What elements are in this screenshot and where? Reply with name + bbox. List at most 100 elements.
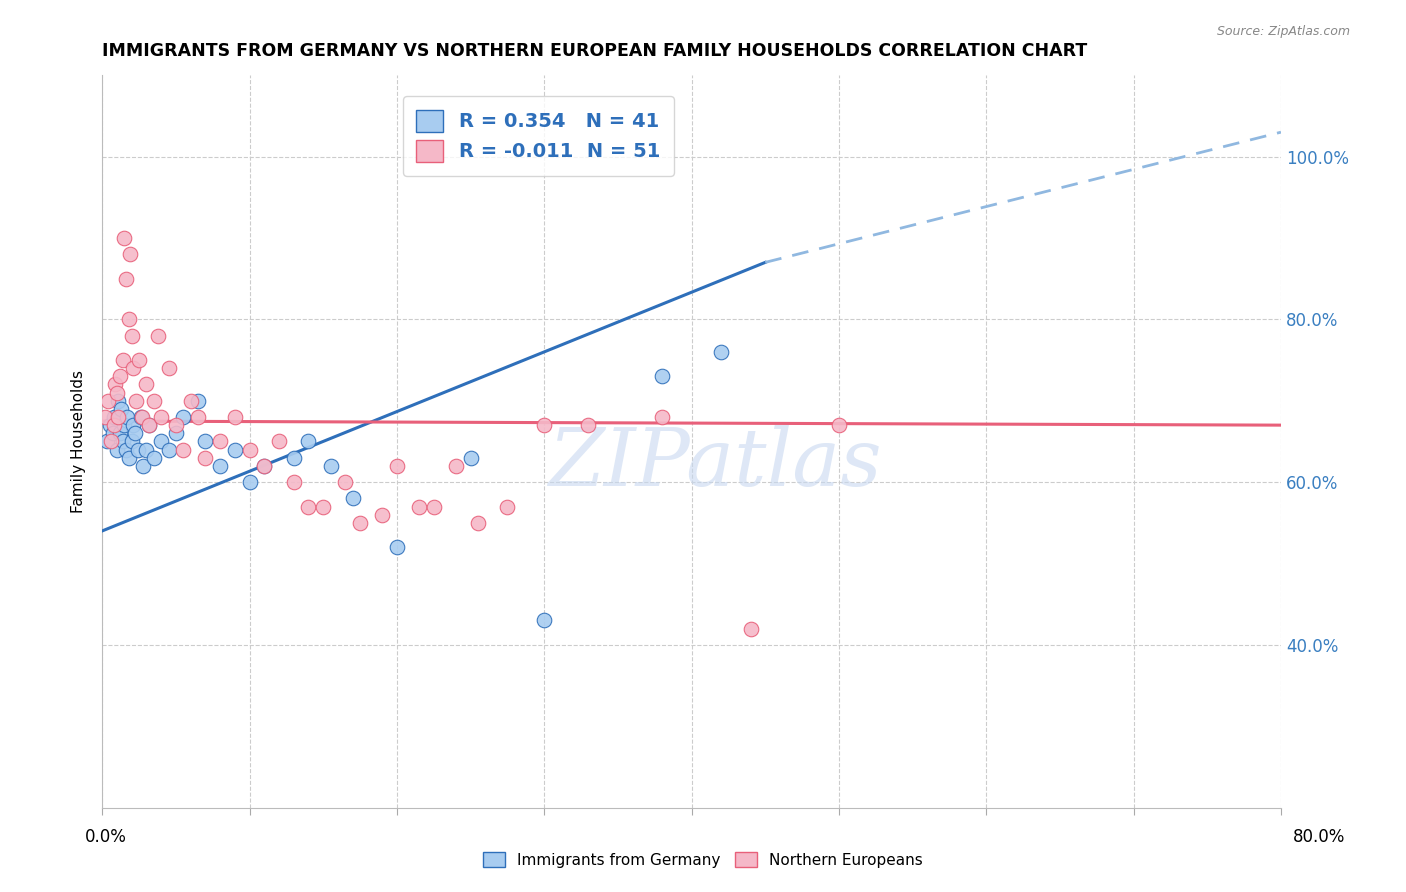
Point <box>312 500 335 514</box>
Point <box>117 409 139 424</box>
Point <box>120 247 142 261</box>
Text: Source: ZipAtlas.com: Source: ZipAtlas.com <box>1216 25 1350 38</box>
Point <box>96 434 118 449</box>
Point <box>142 393 165 408</box>
Point <box>297 500 319 514</box>
Point <box>98 418 121 433</box>
Point <box>112 231 135 245</box>
Point <box>148 328 170 343</box>
Point <box>194 450 217 465</box>
Point <box>267 434 290 449</box>
Point <box>118 312 141 326</box>
Text: 80.0%: 80.0% <box>1292 828 1346 846</box>
Point <box>111 353 134 368</box>
Point <box>828 418 851 433</box>
Text: ZIPatlas: ZIPatlas <box>548 425 882 502</box>
Point <box>121 434 143 449</box>
Point <box>319 458 342 473</box>
Point <box>172 409 194 424</box>
Point <box>122 418 145 433</box>
Point <box>118 450 141 465</box>
Point <box>710 344 733 359</box>
Point <box>108 369 131 384</box>
Point <box>122 361 145 376</box>
Point <box>297 434 319 449</box>
Y-axis label: Family Households: Family Households <box>72 370 86 513</box>
Point <box>127 442 149 457</box>
Point <box>335 475 357 489</box>
Point <box>408 500 430 514</box>
Point <box>253 458 276 473</box>
Point <box>165 418 187 433</box>
Point <box>124 426 146 441</box>
Point <box>150 434 173 449</box>
Point <box>108 426 131 441</box>
Point <box>224 442 246 457</box>
Legend: Immigrants from Germany, Northern Europeans: Immigrants from Germany, Northern Europe… <box>477 846 929 873</box>
Point <box>342 491 364 506</box>
Point <box>422 500 444 514</box>
Point <box>121 328 143 343</box>
Point <box>180 393 202 408</box>
Point <box>125 393 148 408</box>
Point <box>496 500 519 514</box>
Point <box>103 409 125 424</box>
Point <box>114 271 136 285</box>
Point <box>100 434 122 449</box>
Text: 0.0%: 0.0% <box>84 828 127 846</box>
Point <box>187 409 209 424</box>
Point <box>135 377 157 392</box>
Point <box>138 418 160 433</box>
Point <box>103 418 125 433</box>
Point <box>371 508 394 522</box>
Point <box>105 442 128 457</box>
Point <box>107 393 129 408</box>
Point <box>187 393 209 408</box>
Point <box>111 434 134 449</box>
Point <box>209 458 232 473</box>
Point <box>385 540 408 554</box>
Point <box>97 393 120 408</box>
Point <box>385 458 408 473</box>
Point <box>128 353 150 368</box>
Point <box>194 434 217 449</box>
Point <box>94 409 117 424</box>
Point <box>157 361 180 376</box>
Point <box>444 458 467 473</box>
Point <box>578 418 600 433</box>
Point <box>112 418 135 433</box>
Point <box>533 614 555 628</box>
Point <box>238 475 260 489</box>
Point <box>107 409 129 424</box>
Point <box>467 516 489 530</box>
Point <box>105 385 128 400</box>
Legend: R = 0.354   N = 41, R = -0.011  N = 51: R = 0.354 N = 41, R = -0.011 N = 51 <box>402 96 673 176</box>
Point <box>138 418 160 433</box>
Point <box>142 450 165 465</box>
Point <box>349 516 371 530</box>
Point <box>460 450 482 465</box>
Point <box>129 409 152 424</box>
Point <box>150 409 173 424</box>
Point <box>110 401 132 416</box>
Point <box>224 409 246 424</box>
Point <box>101 426 124 441</box>
Point <box>253 458 276 473</box>
Point <box>283 475 305 489</box>
Point <box>238 442 260 457</box>
Point <box>104 377 127 392</box>
Point <box>209 434 232 449</box>
Point <box>533 418 555 433</box>
Point <box>165 426 187 441</box>
Point <box>157 442 180 457</box>
Point <box>131 409 153 424</box>
Text: IMMIGRANTS FROM GERMANY VS NORTHERN EUROPEAN FAMILY HOUSEHOLDS CORRELATION CHART: IMMIGRANTS FROM GERMANY VS NORTHERN EURO… <box>103 42 1087 60</box>
Point <box>283 450 305 465</box>
Point <box>132 458 155 473</box>
Point <box>172 442 194 457</box>
Point <box>651 369 673 384</box>
Point <box>114 442 136 457</box>
Point <box>740 622 762 636</box>
Point <box>135 442 157 457</box>
Point <box>651 409 673 424</box>
